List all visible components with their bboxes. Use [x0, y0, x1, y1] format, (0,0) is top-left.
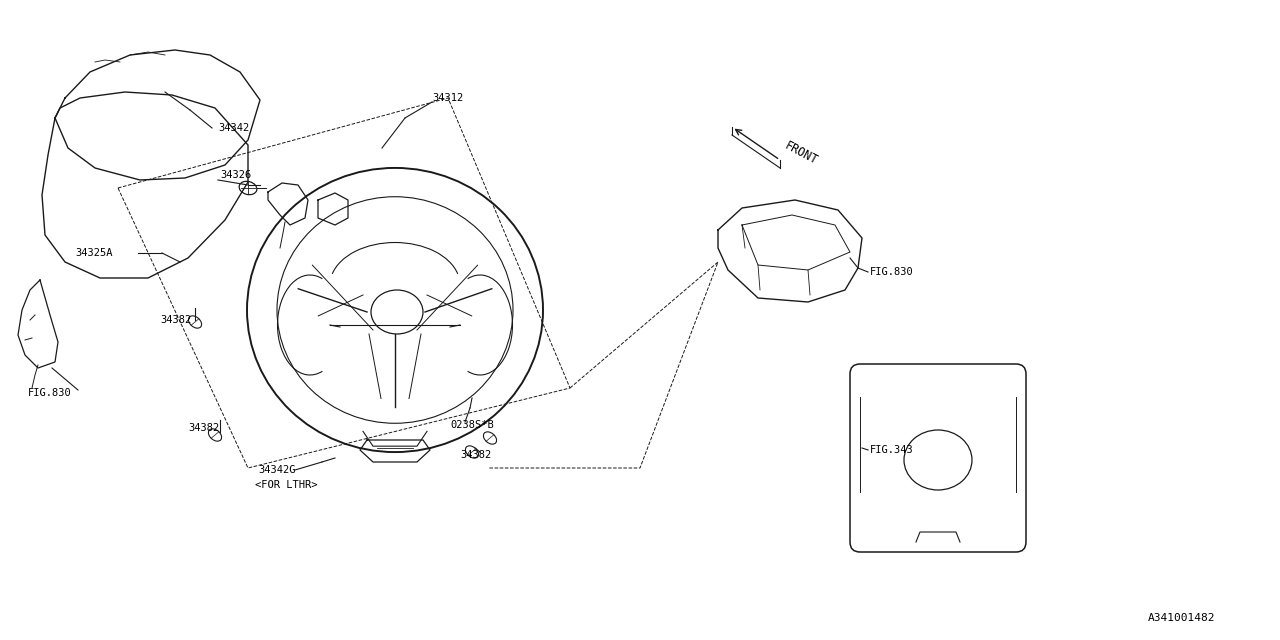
Text: FIG.830: FIG.830	[28, 388, 72, 398]
Text: FIG.343: FIG.343	[870, 445, 914, 455]
Text: 34342: 34342	[218, 123, 250, 133]
Text: 34382: 34382	[460, 450, 492, 460]
Text: A341001482: A341001482	[1148, 613, 1216, 623]
Text: 34382: 34382	[160, 315, 191, 325]
Text: <FOR LTHR>: <FOR LTHR>	[255, 480, 317, 490]
Text: 34312: 34312	[433, 93, 463, 103]
Text: FRONT: FRONT	[782, 140, 819, 168]
Text: FIG.830: FIG.830	[870, 267, 914, 277]
Text: 34325A: 34325A	[76, 248, 113, 258]
Text: 34326: 34326	[220, 170, 251, 180]
Text: 34342G: 34342G	[259, 465, 296, 475]
Text: 34382: 34382	[188, 423, 219, 433]
Text: 0238S*B: 0238S*B	[451, 420, 494, 430]
